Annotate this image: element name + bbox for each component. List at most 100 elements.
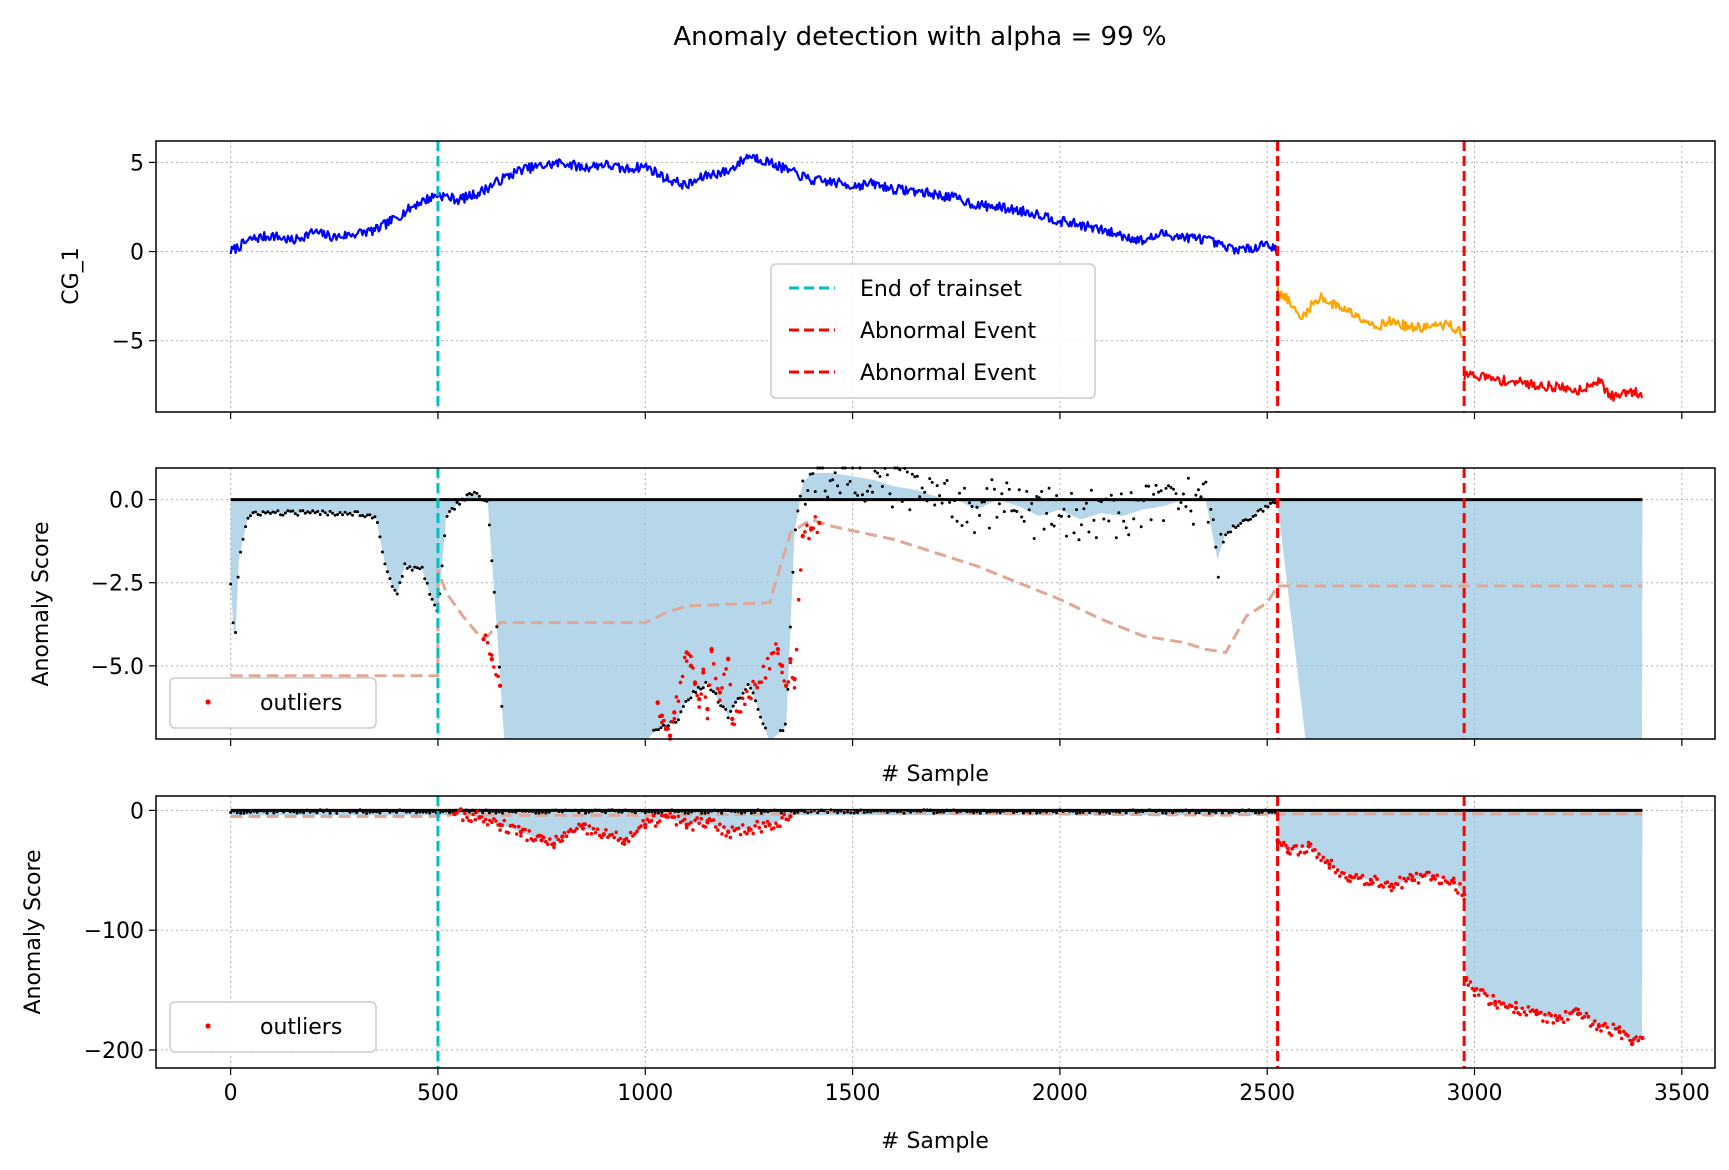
outlier-point xyxy=(485,640,490,645)
outlier-point xyxy=(701,667,706,672)
outlier-point xyxy=(546,842,550,846)
score-point xyxy=(898,468,902,472)
score-point xyxy=(1000,492,1004,496)
outlier-point xyxy=(753,824,757,828)
score-point xyxy=(594,808,597,812)
score-point xyxy=(1072,531,1076,535)
score-point xyxy=(441,810,445,814)
score-point xyxy=(975,505,979,509)
score-point xyxy=(905,470,909,474)
score-point xyxy=(992,487,996,491)
score-point xyxy=(945,479,949,482)
score-point xyxy=(1247,808,1251,812)
score-point xyxy=(918,495,922,499)
score-point xyxy=(950,515,954,519)
outlier-point xyxy=(494,819,498,823)
score-point xyxy=(328,811,332,815)
panel2-frame xyxy=(155,467,1716,740)
score-point xyxy=(990,478,994,482)
score-point xyxy=(1174,809,1178,813)
outlier-point xyxy=(1472,993,1477,998)
score-point xyxy=(1240,808,1244,812)
score-point xyxy=(385,808,388,812)
score-point xyxy=(323,511,327,515)
score-point xyxy=(500,704,504,708)
outlier-point xyxy=(716,686,720,691)
panel3-x-label: # Sample xyxy=(881,1129,989,1154)
score-point xyxy=(482,499,486,502)
score-point xyxy=(806,811,810,815)
outlier-point xyxy=(726,656,730,661)
outlier-point xyxy=(1319,858,1323,863)
x-tick-label: 1000 xyxy=(617,1081,673,1106)
score-point xyxy=(1237,810,1241,814)
outlier-point xyxy=(1485,993,1489,998)
score-point xyxy=(311,509,315,513)
score-point xyxy=(301,509,305,513)
panel2-x-label: # Sample xyxy=(881,762,989,787)
score-point xyxy=(958,809,962,813)
score-point xyxy=(781,729,785,733)
outlier-point xyxy=(703,695,708,699)
score-point xyxy=(1018,809,1022,813)
outlier-point xyxy=(1375,877,1379,881)
score-point xyxy=(1007,487,1011,491)
outlier-point xyxy=(1476,993,1481,997)
score-point xyxy=(878,475,882,478)
score-point xyxy=(985,487,989,490)
score-point xyxy=(316,510,320,513)
score-point xyxy=(925,808,929,812)
outlier-point xyxy=(682,817,687,822)
outlier-point xyxy=(684,659,689,663)
score-point xyxy=(948,809,952,813)
outlier-point xyxy=(1304,850,1309,854)
score-point xyxy=(831,478,835,482)
score-point xyxy=(448,510,452,513)
score-point xyxy=(291,509,295,513)
score-point xyxy=(259,809,262,813)
score-point xyxy=(491,809,495,813)
outlier-point xyxy=(471,812,476,817)
score-point xyxy=(686,698,690,702)
score-point xyxy=(1271,500,1275,504)
panel1-x-ticks xyxy=(230,412,1683,419)
score-point xyxy=(908,508,912,512)
outlier-point xyxy=(716,828,720,832)
score-point xyxy=(746,683,750,686)
score-point xyxy=(654,728,658,732)
score-point xyxy=(1087,530,1091,534)
score-point xyxy=(681,705,685,708)
score-point xyxy=(607,808,611,812)
outlier-point xyxy=(1566,1017,1570,1022)
outlier-point xyxy=(1282,840,1286,845)
score-point xyxy=(714,692,718,695)
score-point xyxy=(577,811,581,814)
score-point xyxy=(1131,808,1135,812)
outlier-point xyxy=(1373,874,1377,879)
score-point xyxy=(229,582,233,586)
score-point xyxy=(1266,505,1270,509)
score-point xyxy=(1084,501,1088,505)
score-point xyxy=(1181,492,1185,496)
score-point xyxy=(445,514,449,518)
score-point xyxy=(982,808,986,812)
score-point xyxy=(239,550,243,554)
score-point xyxy=(361,810,365,814)
score-point xyxy=(812,808,816,812)
score-point xyxy=(793,528,797,532)
outlier-point xyxy=(602,833,606,837)
score-point xyxy=(1184,505,1188,509)
score-point xyxy=(1062,507,1066,511)
score-point xyxy=(418,567,422,571)
outlier-point xyxy=(533,837,538,842)
outlier-point xyxy=(1335,868,1340,872)
score-point xyxy=(1214,811,1218,815)
score-point xyxy=(1137,498,1141,502)
score-point xyxy=(229,811,233,814)
outlier-point xyxy=(693,682,697,687)
outlier-point xyxy=(676,699,681,703)
outlier-point xyxy=(500,823,505,827)
score-point xyxy=(1068,809,1072,813)
score-point xyxy=(1209,507,1213,511)
score-point xyxy=(305,808,309,812)
